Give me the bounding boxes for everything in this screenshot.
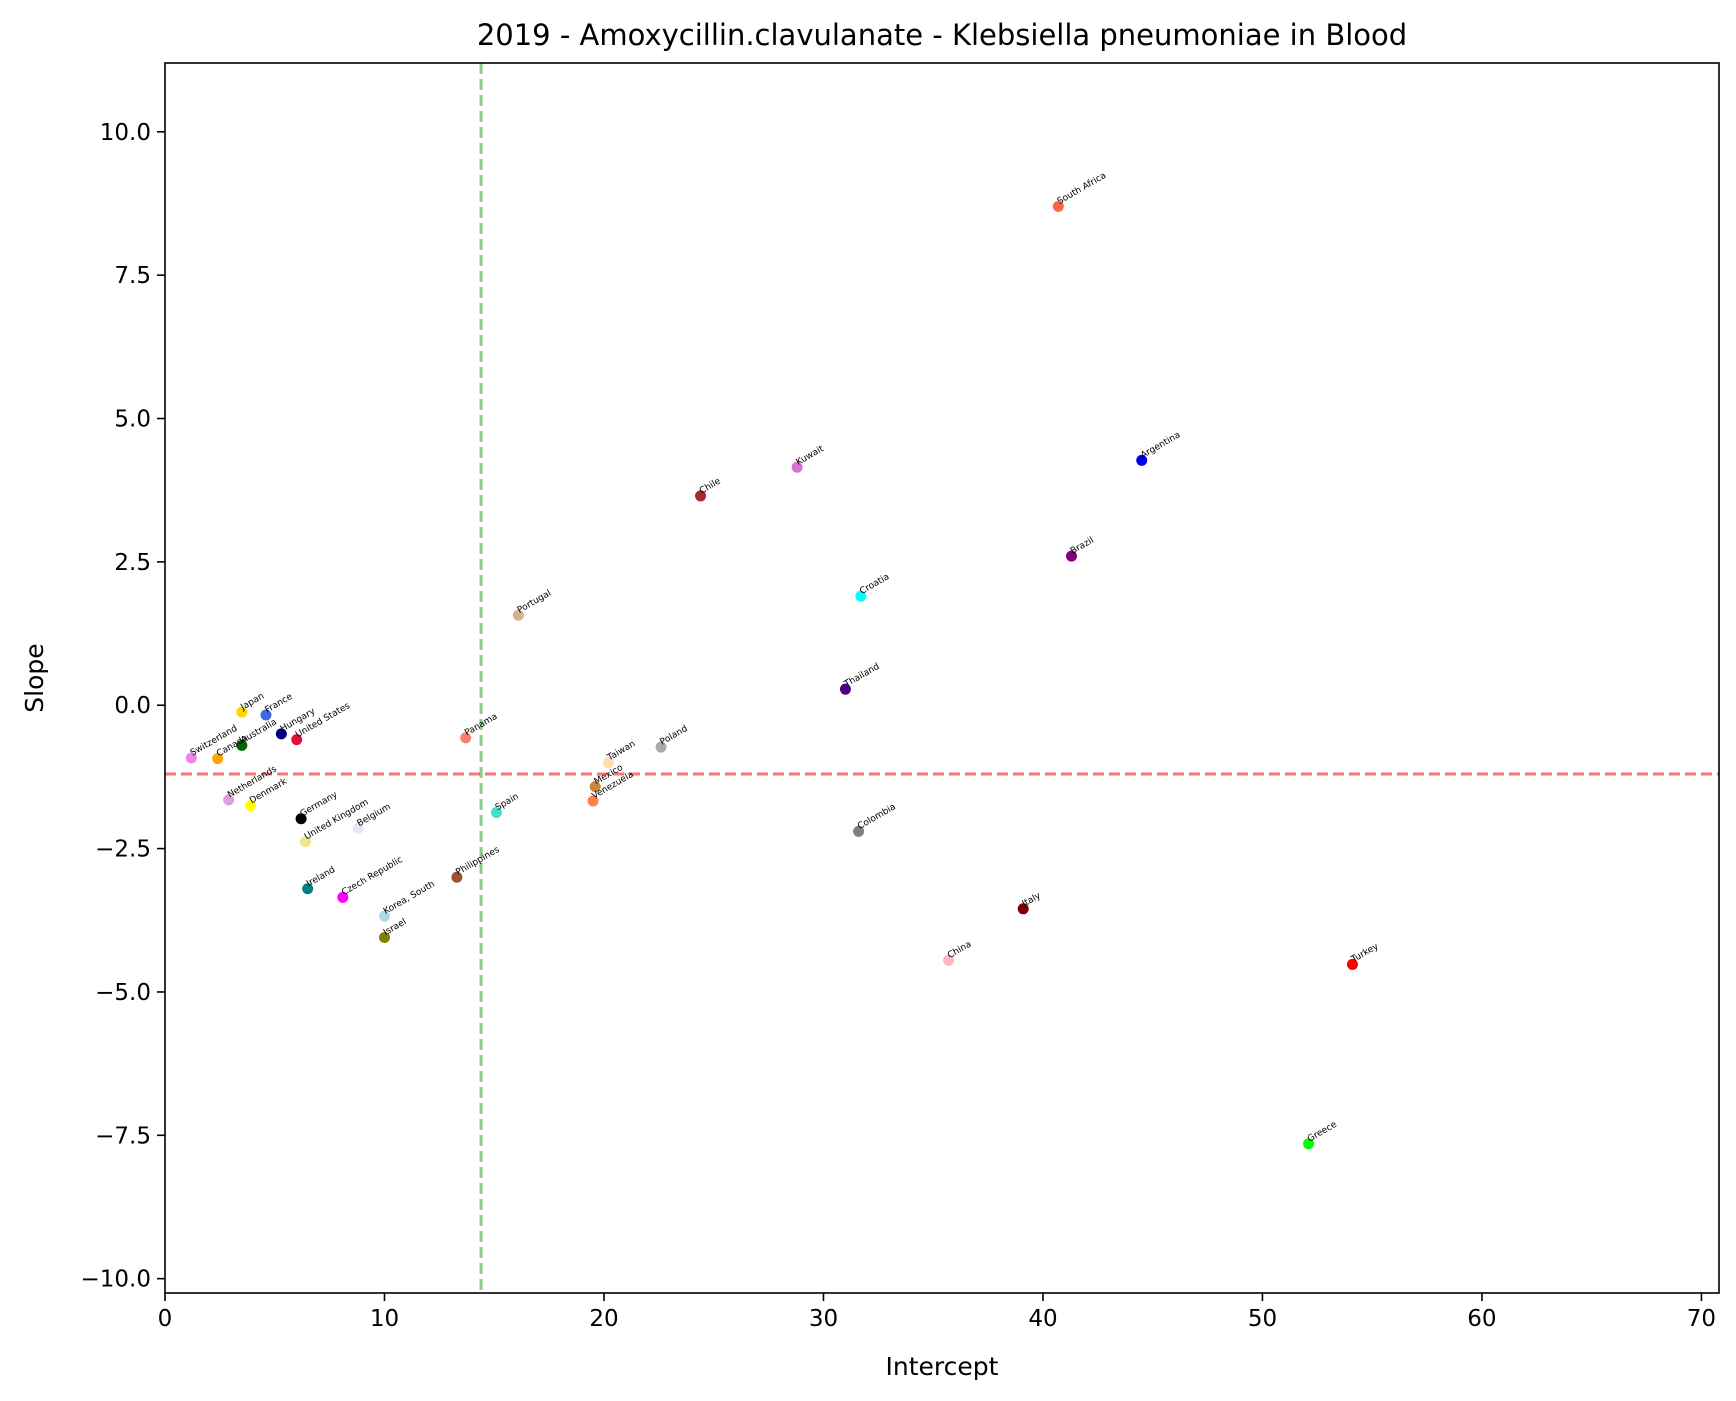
data-point [512,609,524,621]
data-point [245,800,257,812]
x-tick-label: 50 [1248,1306,1277,1332]
data-point [1303,1138,1315,1150]
data-point [602,757,614,769]
data-point [212,753,224,765]
y-tick-label: 5.0 [114,407,151,433]
data-point [655,741,667,753]
data-point [855,590,867,602]
y-axis: −10.0 −7.5 −5.0 −2.5 0.0 2.5 5.0 7.5 10.0 [81,120,165,1293]
data-point [352,823,364,835]
data-point [337,891,349,903]
data-point [299,836,311,848]
y-tick-label: −10.0 [81,1267,151,1293]
data-point [302,883,314,895]
data-point [260,709,272,721]
y-tick-label: 2.5 [114,550,151,576]
y-tick-label: 0.0 [114,693,151,719]
data-point [236,739,248,751]
x-tick-label: 10 [370,1306,399,1332]
data-point [589,781,601,793]
y-tick-label: −2.5 [95,837,151,863]
plot-frame [164,62,1720,1294]
x-tick-label: 20 [589,1306,618,1332]
data-point [378,931,390,943]
x-tick-label: 40 [1028,1306,1057,1332]
data-point [943,954,955,966]
data-point [1136,454,1148,466]
data-point [695,490,707,502]
data-point [1346,958,1358,970]
y-tick-label: 10.0 [100,120,151,146]
data-point [1017,903,1029,915]
data-point [275,728,287,740]
data-point [587,795,599,807]
data-point [378,910,390,922]
data-point [1052,200,1064,212]
data-point [460,732,472,744]
data-point [236,706,248,718]
y-tick-label: −7.5 [95,1123,151,1149]
data-point [791,461,803,473]
data-point [185,752,197,764]
y-tick-label: −5.0 [95,980,151,1006]
y-axis-label: Slope [20,643,49,712]
y-tick-label: 7.5 [114,263,151,289]
x-tick-label: 0 [158,1306,173,1332]
data-point [291,734,303,746]
x-tick-label: 60 [1467,1306,1496,1332]
x-tick-label: 30 [809,1306,838,1332]
data-point [853,825,865,837]
data-point [490,806,502,818]
chart-title: 2019 - Amoxycillin.clavulanate - Klebsie… [477,18,1407,52]
data-point [839,683,851,695]
reference-lines [165,63,1719,1293]
data-point [223,794,235,806]
x-tick-label: 70 [1687,1306,1716,1332]
data-point [295,813,307,825]
data-point [1066,550,1077,562]
x-axis: 0 10 20 30 40 50 60 70 [158,1293,1716,1332]
x-axis-label: Intercept [886,1352,999,1381]
data-points [185,200,1358,1150]
data-point [451,871,463,883]
